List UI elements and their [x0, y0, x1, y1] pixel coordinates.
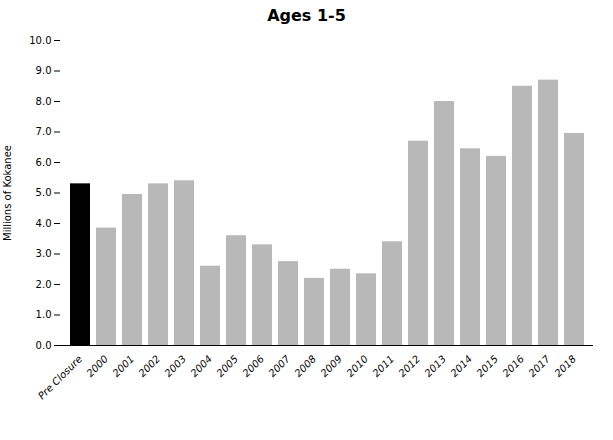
svg-text:2017: 2017	[526, 353, 552, 379]
svg-text:10.0: 10.0	[29, 35, 51, 46]
svg-text:3.0: 3.0	[36, 248, 52, 259]
svg-text:6.0: 6.0	[36, 157, 52, 168]
svg-text:2005: 2005	[214, 353, 240, 379]
svg-text:2009: 2009	[318, 353, 344, 379]
svg-text:2012: 2012	[396, 353, 422, 379]
svg-text:8.0: 8.0	[36, 96, 52, 107]
svg-text:Millions of Kokanee: Millions of Kokanee	[2, 145, 13, 241]
svg-text:2016: 2016	[500, 353, 526, 379]
svg-text:2013: 2013	[422, 353, 448, 379]
svg-text:2006: 2006	[240, 353, 266, 379]
svg-text:5.0: 5.0	[36, 187, 52, 198]
svg-text:9.0: 9.0	[36, 65, 52, 76]
svg-text:1.0: 1.0	[36, 309, 52, 320]
svg-text:2003: 2003	[162, 353, 188, 379]
svg-text:2004: 2004	[188, 353, 214, 379]
svg-text:2018: 2018	[552, 353, 578, 379]
svg-text:2001: 2001	[110, 353, 136, 379]
svg-text:0.0: 0.0	[36, 340, 52, 351]
svg-text:2000: 2000	[84, 353, 110, 379]
svg-text:2008: 2008	[292, 353, 318, 379]
svg-text:2015: 2015	[474, 353, 500, 379]
svg-text:2.0: 2.0	[36, 279, 52, 290]
svg-text:2010: 2010	[344, 353, 370, 379]
svg-text:2002: 2002	[136, 353, 162, 379]
svg-text:Pre Closure: Pre Closure	[36, 353, 84, 401]
svg-text:4.0: 4.0	[36, 218, 52, 229]
svg-text:2011: 2011	[370, 353, 396, 379]
svg-text:2007: 2007	[266, 353, 292, 379]
html-text:Ages 1-5: Ages 1-5	[267, 6, 346, 25]
svg-text:7.0: 7.0	[36, 126, 52, 137]
svg-text:2014: 2014	[448, 353, 474, 379]
